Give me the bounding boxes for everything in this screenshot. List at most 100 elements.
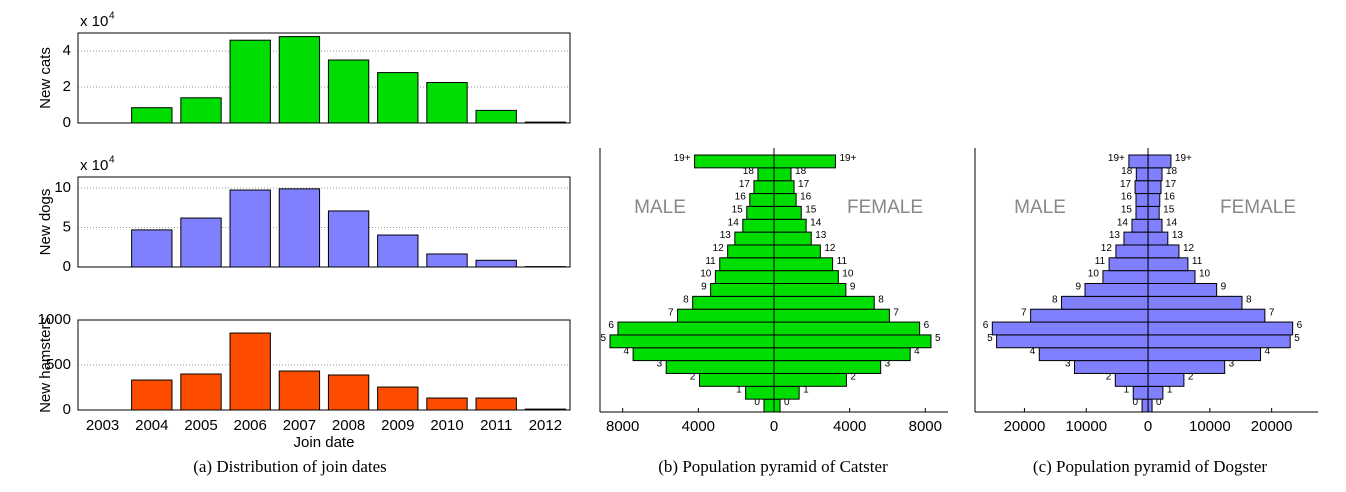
bar <box>763 398 775 413</box>
bar <box>1147 244 1180 259</box>
caption: (c) Population pyramid of Dogster <box>1033 457 1268 476</box>
age-label: 10 <box>700 269 712 280</box>
bar <box>773 257 834 272</box>
age-label: 10 <box>1199 269 1211 280</box>
scale-exponent: 4 <box>109 155 115 166</box>
legend-label: FEMALE <box>847 197 923 218</box>
age-label: 0 <box>1156 397 1162 408</box>
x-tick-label: 2006 <box>234 417 267 434</box>
age-label: 1 <box>803 384 809 395</box>
bar <box>1030 308 1149 323</box>
bar <box>1147 257 1189 272</box>
bar <box>426 253 468 268</box>
age-label: 7 <box>668 307 674 318</box>
age-label: 11 <box>837 256 848 267</box>
age-label: 18 <box>743 166 755 177</box>
x-tick-label: 2007 <box>283 417 316 434</box>
x-tick-label: 2010 <box>430 417 463 434</box>
bar <box>773 283 847 297</box>
bar <box>1128 154 1149 169</box>
y-tick-label: 1000 <box>38 311 71 328</box>
bar <box>692 295 775 310</box>
age-label: 7 <box>1021 307 1027 318</box>
legend-label: FEMALE <box>1220 197 1296 218</box>
bar <box>1147 295 1243 310</box>
bar <box>773 167 792 182</box>
bar <box>773 308 890 323</box>
bar <box>773 205 802 220</box>
bar <box>677 308 775 323</box>
bar <box>278 36 321 124</box>
bar <box>131 379 173 411</box>
y-axis-label: New hamsters <box>37 317 54 413</box>
age-label: 18 <box>1121 166 1133 177</box>
age-label: 5 <box>987 333 993 344</box>
y-tick-label: 0 <box>63 114 71 131</box>
age-label: 7 <box>893 307 899 318</box>
bar <box>714 270 775 284</box>
bar <box>1147 218 1163 233</box>
age-label: 7 <box>1269 307 1275 318</box>
bar <box>773 295 875 310</box>
scale-label: x 10 <box>80 13 108 30</box>
bar <box>1147 231 1169 246</box>
scale-label: x 10 <box>80 157 108 174</box>
bar <box>773 218 807 233</box>
bar <box>617 321 775 336</box>
age-label: 17 <box>1165 179 1177 190</box>
age-label: 6 <box>1297 320 1303 331</box>
x-tick-label: 8000 <box>909 418 942 435</box>
bar <box>773 372 847 387</box>
bar <box>773 385 800 400</box>
age-label: 13 <box>1172 230 1184 241</box>
age-label: 2 <box>690 372 696 383</box>
age-label: 14 <box>1117 217 1129 228</box>
legend-label: MALE <box>634 197 686 218</box>
age-label: 18 <box>795 166 807 177</box>
age-label: 14 <box>1166 217 1178 228</box>
age-label: 15 <box>732 204 744 215</box>
bar <box>1147 308 1266 323</box>
bar <box>773 244 821 259</box>
y-tick-label: 500 <box>46 356 71 373</box>
age-label: 19+ <box>674 153 691 164</box>
age-label: 4 <box>1030 346 1036 357</box>
age-label: 12 <box>1183 243 1195 254</box>
plot-frame <box>77 32 571 124</box>
age-label: 13 <box>1109 230 1121 241</box>
bar <box>1135 193 1149 207</box>
bar <box>773 270 839 284</box>
age-label: 12 <box>1101 243 1113 254</box>
age-label: 0 <box>754 397 760 408</box>
age-label: 19+ <box>1108 153 1125 164</box>
age-label: 16 <box>1121 192 1133 203</box>
x-tick-label: 8000 <box>606 418 639 435</box>
age-label: 5 <box>935 333 941 344</box>
age-label: 5 <box>1294 333 1300 344</box>
age-label: 5 <box>600 333 606 344</box>
bar <box>1061 295 1149 310</box>
age-label: 18 <box>1166 166 1178 177</box>
bar <box>1108 257 1149 272</box>
bar <box>698 372 775 387</box>
age-label: 9 <box>1075 282 1081 293</box>
x-tick-label: 10000 <box>1189 418 1231 435</box>
age-label: 9 <box>850 282 856 293</box>
age-label: 6 <box>983 320 989 331</box>
bar <box>727 244 775 259</box>
bar <box>1147 283 1218 297</box>
x-tick-label: 2009 <box>381 417 414 434</box>
y-axis-label: New dogs <box>37 189 54 256</box>
bar <box>742 218 775 233</box>
age-label: 16 <box>735 192 747 203</box>
y-tick-label: 0 <box>63 258 71 275</box>
bar <box>773 321 921 336</box>
x-tick-label: 2008 <box>332 417 365 434</box>
age-label: 16 <box>1164 192 1176 203</box>
age-label: 11 <box>705 256 716 267</box>
x-axis-label: Join date <box>294 434 355 451</box>
bar <box>180 97 222 124</box>
x-tick-label: 4000 <box>833 418 866 435</box>
bar <box>1147 398 1153 413</box>
bar <box>1115 244 1149 259</box>
